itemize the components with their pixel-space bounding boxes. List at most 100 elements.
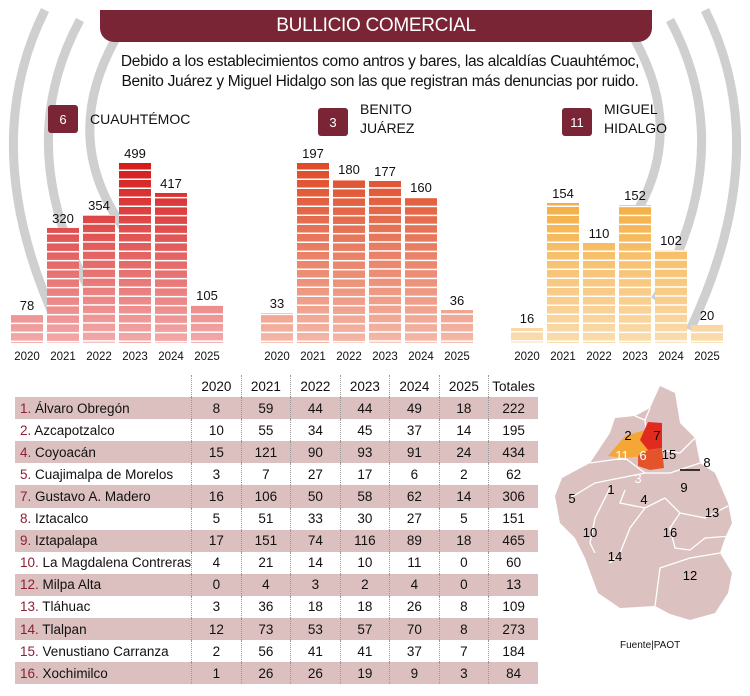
x-tick-label: 2022 [86,351,112,363]
table-row: 5. Cuajimalpa de Morelos 3 7 27 17 6 2 62 [15,463,539,486]
borough-name-cell: 4. Coyoacán [15,441,192,464]
table-row: 13. Tláhuac 3 36 18 18 26 8 109 [15,595,539,619]
table-row: 9. Iztapalapa 17 151 74 116 89 18 465 [15,529,539,552]
map-label: 8 [703,455,710,470]
x-tick-label: 2024 [158,351,184,363]
value-cell: 4 [240,573,291,596]
table-row: 2. Azcapotzalco 10 55 34 45 37 14 195 [15,419,539,442]
map-label: 1 [607,482,614,497]
map-label: 4 [640,492,647,507]
x-tick-label: 2025 [194,351,220,363]
value-cell: 0 [191,573,242,596]
bar [547,203,579,343]
value-cell: 45 [339,419,390,442]
bar [583,243,615,343]
chart-title-line: BENITO [360,101,412,117]
value-cell: 14 [438,485,489,508]
map-label: 15 [662,447,676,462]
value-cell: 8 [438,595,489,619]
total-cell: 184 [488,640,539,663]
cdmx-map: 2 7 11 6 3 15 8 1 5 9 4 13 10 16 14 12 [555,386,733,620]
map-region-benito-juarez [638,448,664,470]
value-cell: 90 [290,441,341,464]
value-cell: 14 [290,551,341,574]
borough-name-cell: 10. La Magdalena Contreras [15,552,192,574]
x-tick-label: 2023 [122,351,148,363]
page-title: BULLICIO COMERCIAL [100,10,652,42]
table-row: 15. Venustiano Carranza 2 56 41 41 37 7 184 [15,640,539,663]
bar [155,192,187,343]
value-cell: 27 [389,507,440,530]
value-cell: 37 [389,419,440,442]
bar [369,181,401,343]
total-cell: 13 [488,573,539,596]
data-label: 78 [19,297,35,313]
borough-number: 2. [20,422,32,438]
borough-number: 9. [20,533,32,549]
borough-number: 8. [20,511,32,527]
value-cell: 56 [240,640,291,663]
value-cell: 106 [240,485,291,508]
borough-name-cell: 15. Venustiano Carranza [15,640,192,662]
borough-number: 14. [20,621,39,637]
column-header: 2023 [339,375,390,398]
value-cell: 15 [191,441,242,464]
borough-number: 16. [20,665,39,681]
data-label: 354 [88,198,110,214]
intro-text: Debido a los establecimientos como antro… [120,53,640,90]
borough-name: Gustavo A. Madero [35,489,151,505]
bar [191,305,223,343]
x-tick-label: 2022 [336,351,362,363]
map-label: 7 [653,428,660,443]
total-cell: 434 [488,441,539,464]
value-cell: 33 [290,507,341,530]
bar [261,312,293,343]
borough-name-cell: 14. Tlalpan [15,618,192,641]
bar-chart-cuauhtemoc: 78 2020 320 2021 354 2022 499 2023 417 2024 105 202… [8,146,228,365]
data-label: 20 [699,307,715,323]
column-header: 2022 [290,375,341,398]
bar [333,178,365,343]
borough-name-cell: 13. Tláhuac [15,596,192,618]
bar [83,215,115,343]
borough-name: La Magdalena Contreras [42,555,192,571]
value-cell: 3 [191,595,242,619]
borough-number: 7. [20,489,32,505]
value-cell: 41 [290,640,341,663]
bar [297,163,329,343]
value-cell: 11 [389,551,440,574]
value-cell: 55 [240,419,291,442]
table-row: 14. Tlalpan 12 73 53 57 70 8 273 [15,618,539,641]
data-label: 197 [302,146,324,161]
column-header: 2024 [389,375,440,398]
value-cell: 0 [438,573,489,596]
borough-name: Venustiano Carranza [42,643,169,659]
bar [511,328,543,343]
chart-title: CUAUHTÉMOC [90,111,191,127]
value-cell: 59 [240,397,291,420]
value-cell: 18 [438,397,489,420]
value-cell: 62 [389,485,440,508]
value-cell: 18 [339,595,390,619]
value-cell: 8 [438,618,489,641]
column-header: 2025 [438,375,489,398]
value-cell: 17 [339,463,390,486]
x-tick-label: 2023 [372,351,398,363]
table-row: 4. Coyoacán 15 121 90 93 91 24 434 [15,441,539,464]
borough-number: 10. [20,555,39,571]
table-row: 1. Álvaro Obregón 8 59 44 44 49 18 222 [15,397,539,420]
borough-name: Tláhuac [42,599,91,615]
value-cell: 49 [389,397,440,420]
table-row: 12. Milpa Alta 0 4 3 2 4 0 13 [15,573,539,596]
x-tick-label: 2020 [14,351,40,363]
bar [619,204,651,343]
chart-label-benito-juarez: 3 BENITO JUÁREZ [318,100,414,138]
total-cell: 465 [488,529,539,552]
chart-label-miguel-hidalgo: 11 MIGUEL HIDALGO [562,100,667,138]
value-cell: 3 [290,573,341,596]
value-cell: 116 [339,529,390,552]
data-label: 152 [624,187,646,203]
value-cell: 34 [290,419,341,442]
data-label: 177 [374,164,396,180]
value-cell: 73 [240,618,291,641]
